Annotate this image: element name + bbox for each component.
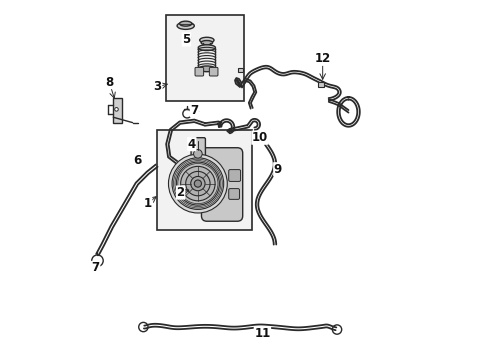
FancyBboxPatch shape [201,148,242,221]
Ellipse shape [179,21,191,26]
Circle shape [193,149,202,158]
Text: 7: 7 [190,104,198,117]
FancyBboxPatch shape [228,189,239,199]
FancyBboxPatch shape [195,67,203,76]
Circle shape [194,180,201,187]
Text: 10: 10 [251,131,267,144]
Ellipse shape [199,37,214,43]
Text: 5: 5 [182,33,190,46]
FancyBboxPatch shape [238,68,243,72]
Circle shape [180,166,215,201]
Ellipse shape [198,66,215,72]
Circle shape [115,108,118,111]
Text: 11: 11 [254,327,270,339]
Text: 7: 7 [91,261,100,274]
Ellipse shape [198,45,215,50]
Text: 1: 1 [143,197,151,210]
Circle shape [185,171,210,196]
Circle shape [168,154,227,213]
Text: 4: 4 [187,138,196,150]
Bar [166,15,244,101]
Ellipse shape [201,41,212,45]
Text: 6: 6 [133,154,141,167]
Text: 3: 3 [153,80,162,93]
Circle shape [176,162,219,205]
Text: 12: 12 [314,52,330,65]
Circle shape [190,176,204,191]
FancyBboxPatch shape [209,67,218,76]
FancyBboxPatch shape [113,98,122,123]
Text: 8: 8 [105,76,113,89]
Text: 2: 2 [176,186,184,199]
Text: 9: 9 [273,163,282,176]
Ellipse shape [177,22,194,30]
Circle shape [172,158,223,210]
Bar [156,130,251,230]
FancyBboxPatch shape [317,82,323,87]
FancyBboxPatch shape [191,138,205,165]
FancyBboxPatch shape [228,170,240,181]
